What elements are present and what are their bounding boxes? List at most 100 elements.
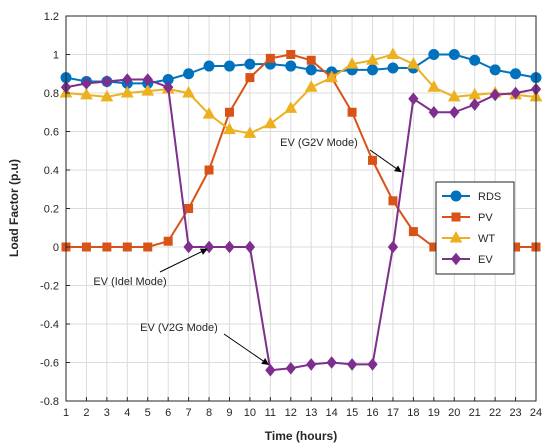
- data-point-ev: [285, 361, 296, 375]
- data-point-wt: [223, 122, 236, 135]
- x-tick-label: 16: [366, 407, 378, 419]
- y-tick-label: -0.4: [40, 319, 59, 331]
- x-tick-label: 2: [83, 407, 89, 419]
- data-point-wt: [386, 47, 400, 59]
- data-point-ev: [326, 356, 337, 369]
- data-point-wt: [80, 87, 93, 100]
- y-tick-label: 0.8: [44, 88, 59, 100]
- data-point-wt: [264, 116, 277, 129]
- data-point-ev: [408, 92, 419, 106]
- data-point-ev: [367, 358, 378, 371]
- annotation: EV (Idel Mode): [93, 248, 208, 288]
- annotation: EV (G2V Mode): [280, 137, 402, 173]
- data-point-pv: [204, 165, 214, 175]
- data-point-wt: [202, 107, 216, 119]
- x-axis-ticks: 1 2 3 4 5 6 7 8 9 10 11 12 13 14 15 16 17 18 19 20 21 22 23 24: [63, 397, 542, 419]
- data-point-wt: [427, 80, 441, 92]
- data-point-pv: [163, 236, 173, 246]
- legend: RDS PV WT EV: [435, 181, 515, 275]
- data-point-pv: [122, 242, 132, 252]
- x-tick-label: 4: [124, 407, 130, 419]
- data-point-wt: [304, 80, 318, 92]
- x-tick-label: 23: [509, 407, 521, 419]
- x-tick-label: 15: [346, 407, 358, 419]
- legend-marker-pv: [451, 212, 461, 222]
- x-tick-label: 18: [407, 407, 419, 419]
- data-point-ev: [122, 73, 133, 86]
- data-point-ev: [224, 240, 235, 254]
- data-point-wt: [182, 85, 195, 98]
- data-point-pv: [184, 204, 194, 213]
- data-point-ev: [142, 73, 153, 86]
- data-point-wt: [141, 84, 155, 96]
- annotation-arrow: [159, 248, 208, 273]
- legend-label-pv: PV: [478, 212, 493, 224]
- data-point-ev: [489, 88, 501, 102]
- annotations: EV (G2V Mode) EV (Idel Mode) EV (V2G Mode): [93, 137, 402, 365]
- x-tick-label: 8: [206, 407, 212, 419]
- x-tick-label: 22: [489, 407, 501, 419]
- y-tick-label: 0: [53, 242, 59, 254]
- annotation-label: EV (G2V Mode): [280, 137, 358, 149]
- data-point-wt: [407, 57, 420, 69]
- data-point-wt: [345, 57, 359, 69]
- legend-entry-rds: RDS: [442, 190, 501, 203]
- data-point-rds: [510, 68, 522, 80]
- y-tick-label: -0.8: [40, 396, 59, 408]
- data-point-wt: [447, 89, 461, 102]
- y-tick-label: 1.2: [44, 11, 59, 23]
- data-point-wt: [325, 70, 338, 83]
- data-point-ev: [244, 240, 256, 254]
- x-tick-label: 6: [165, 407, 171, 419]
- data-point-ev: [469, 98, 480, 111]
- data-point-rds: [285, 60, 297, 72]
- data-point-rds: [367, 64, 379, 76]
- data-point-pv: [81, 242, 91, 252]
- legend-marker-rds: [450, 190, 462, 202]
- legend-label-wt: WT: [478, 233, 495, 245]
- y-tick-label: 0.2: [44, 204, 59, 216]
- x-tick-label: 11: [265, 407, 276, 419]
- annotation-arrow: [223, 333, 269, 365]
- data-point-ev: [346, 358, 358, 371]
- x-tick-label: 3: [104, 407, 110, 419]
- data-point-ev: [428, 105, 439, 119]
- x-tick-label: 9: [226, 407, 232, 419]
- data-point-ev: [81, 77, 92, 90]
- legend-entry-pv: PV: [442, 212, 493, 224]
- data-point-ev: [387, 240, 399, 254]
- x-tick-label: 13: [305, 407, 317, 419]
- annotation-label: EV (V2G Mode): [140, 322, 218, 334]
- annotation-arrow: [369, 149, 402, 173]
- data-point-rds: [244, 58, 256, 70]
- x-axis-label: Time (hours): [265, 429, 337, 443]
- legend-marker-ev: [450, 252, 462, 266]
- data-point-wt: [100, 89, 114, 102]
- data-point-pv: [347, 107, 357, 117]
- y-axis-ticks: -0.8 -0.6 -0.4 -0.2 0 0.2 0.4 0.6 0.8 1 1.2: [40, 11, 70, 408]
- data-point-ev: [306, 358, 317, 371]
- data-point-pv: [102, 242, 112, 252]
- legend-entry-wt: WT: [442, 230, 495, 245]
- data-point-rds: [183, 68, 195, 80]
- data-point-ev: [101, 75, 113, 88]
- y-tick-label: -0.6: [40, 358, 59, 370]
- data-point-ev: [163, 80, 174, 94]
- data-point-rds: [305, 64, 317, 76]
- y-tick-label: -0.2: [40, 281, 59, 293]
- data-point-rds: [223, 60, 235, 72]
- data-point-rds: [387, 62, 399, 74]
- data-point-pv: [265, 53, 275, 63]
- data-point-pv: [306, 55, 316, 65]
- x-tick-label: 1: [63, 407, 69, 419]
- data-point-rds: [203, 60, 215, 72]
- x-tick-label: 7: [186, 407, 192, 419]
- y-tick-label: 0.4: [44, 165, 59, 177]
- x-tick-label: 20: [448, 407, 460, 419]
- y-tick-label: 0.6: [44, 127, 59, 139]
- x-tick-label: 19: [428, 407, 440, 419]
- data-point-rds: [448, 49, 460, 60]
- data-point-wt: [366, 53, 379, 65]
- series-ev: [60, 73, 542, 377]
